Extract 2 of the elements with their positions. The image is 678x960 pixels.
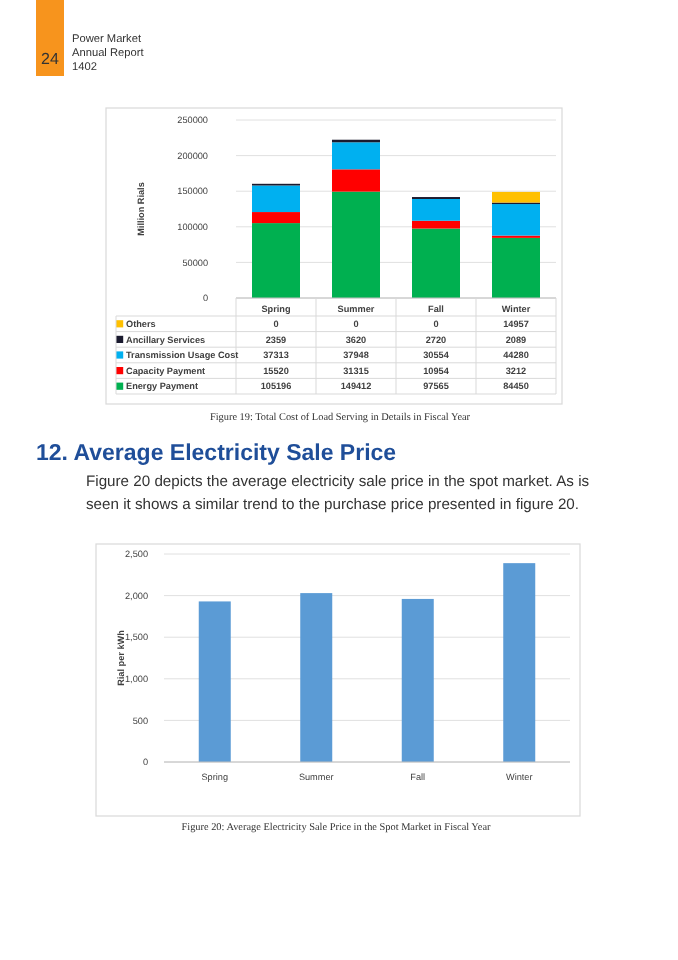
text: 24 bbox=[41, 50, 60, 68]
chart-title: 12. Average Electricity Sale Price bbox=[36, 442, 397, 466]
